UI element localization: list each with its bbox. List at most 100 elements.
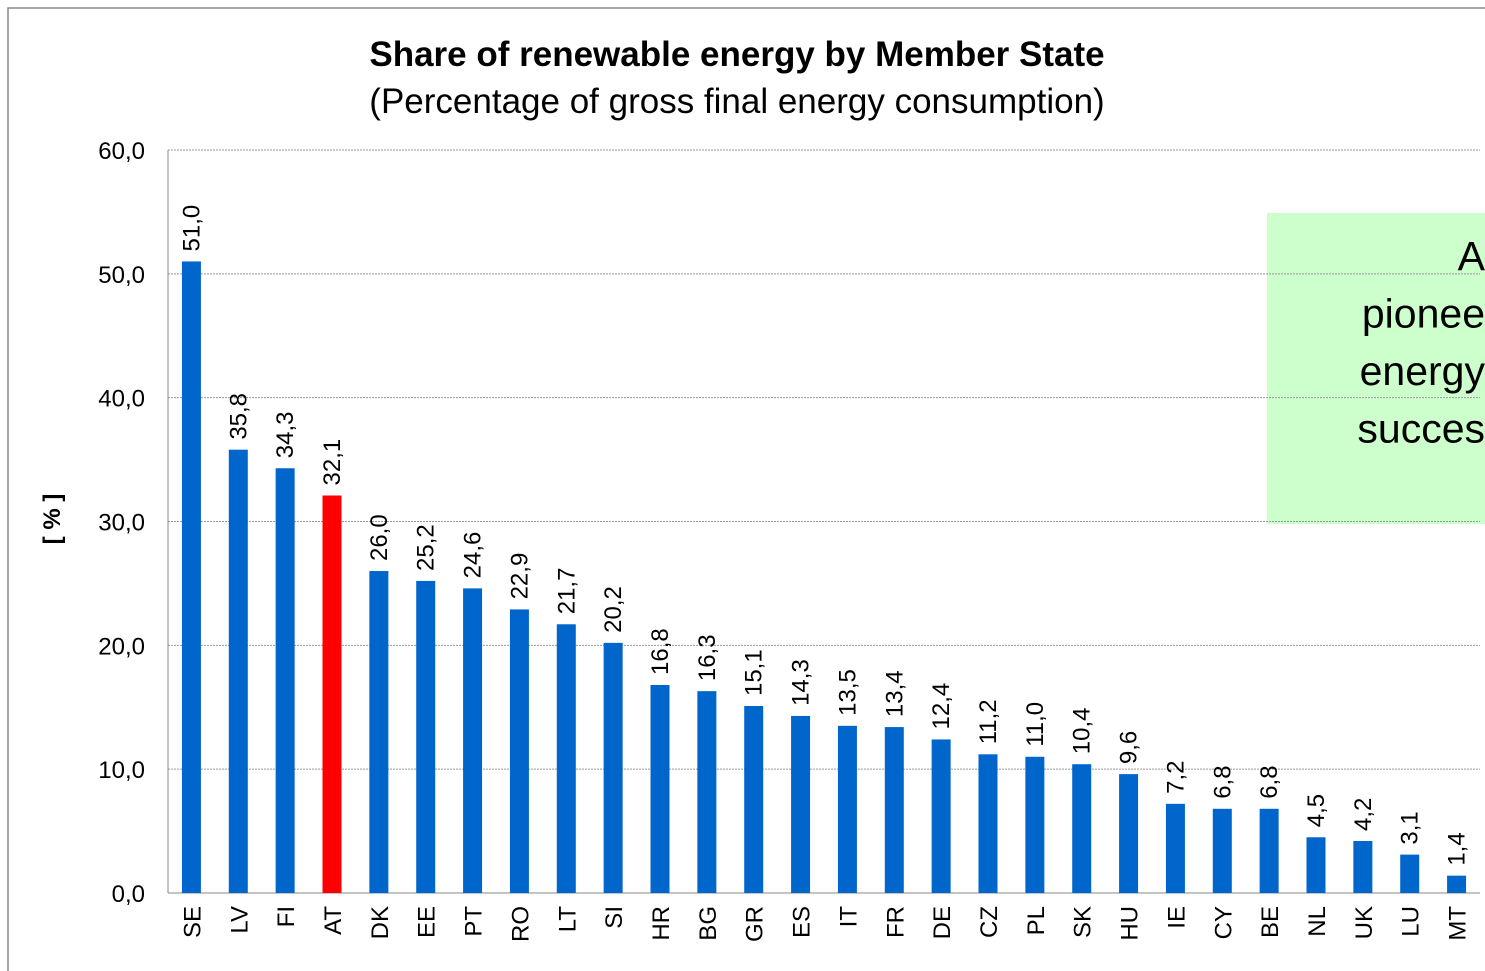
y-tick-label: 60,0 (98, 138, 145, 165)
annotation-text: succes (1357, 406, 1485, 452)
y-tick-label: 20,0 (98, 633, 145, 660)
bar (931, 739, 951, 893)
value-label: 12,4 (928, 683, 955, 730)
x-tick-label: IT (835, 906, 862, 928)
y-axis-label: [ % ] (39, 494, 66, 545)
x-tick-label: MT (1445, 906, 1472, 941)
value-label: 1,4 (1444, 832, 1471, 865)
value-label: 16,8 (647, 628, 674, 675)
value-label: 21,7 (553, 568, 580, 615)
value-label: 34,3 (272, 412, 299, 459)
bar (1165, 803, 1185, 893)
x-tick-label: LU (1398, 906, 1425, 937)
bar (978, 754, 998, 893)
value-label: 13,5 (834, 669, 861, 716)
x-tick-label: FR (882, 906, 909, 938)
chart-subtitle: (Percentage of gross final energy consum… (369, 82, 1104, 121)
value-label: 4,2 (1350, 798, 1377, 831)
bar (1119, 774, 1139, 893)
annotation-text: pionee (1362, 291, 1485, 337)
value-label: 51,0 (178, 205, 205, 252)
value-label: 7,2 (1162, 760, 1189, 793)
value-label: 24,6 (460, 532, 487, 579)
bar (1306, 837, 1326, 893)
y-tick-label: 50,0 (98, 262, 145, 289)
x-tick-label: UK (1351, 906, 1378, 939)
annotation-text: energy (1360, 348, 1485, 394)
bar (1447, 875, 1467, 893)
x-tick-label: SE (179, 906, 206, 938)
x-tick-label: ES (789, 906, 816, 938)
chart-title: Share of renewable energy by Member Stat… (369, 35, 1104, 74)
bar (744, 706, 764, 893)
value-label: 35,8 (225, 393, 252, 440)
bar (1400, 854, 1420, 893)
bar (322, 495, 342, 893)
x-tick-label: SK (1070, 906, 1097, 938)
y-tick-label: 40,0 (98, 386, 145, 413)
bar (697, 691, 717, 893)
value-label: 11,2 (975, 699, 1002, 744)
bar (884, 727, 904, 893)
x-tick-label: HR (648, 906, 675, 941)
bar (181, 261, 201, 893)
value-label: 6,8 (1256, 765, 1283, 798)
annotation-box (1267, 213, 1485, 524)
x-tick-label: BG (695, 906, 722, 941)
value-label: 13,4 (881, 670, 908, 717)
value-label: 4,5 (1303, 794, 1330, 827)
bar (1072, 764, 1092, 893)
y-tick-label: 10,0 (98, 757, 145, 784)
x-tick-label: EE (414, 906, 441, 938)
x-tick-label: CZ (976, 906, 1003, 938)
bar (837, 725, 857, 893)
value-label: 15,1 (741, 649, 768, 696)
y-tick-label: 30,0 (98, 510, 145, 537)
x-tick-label: IE (1163, 906, 1190, 929)
value-label: 3,1 (1397, 811, 1424, 844)
bar (791, 715, 811, 893)
x-tick-label: RO (507, 906, 534, 942)
x-tick-label: PT (461, 906, 488, 937)
bar (650, 684, 670, 893)
x-tick-label: CY (1210, 906, 1237, 939)
bar (369, 571, 389, 893)
bar (509, 609, 529, 893)
value-label: 6,8 (1209, 765, 1236, 798)
bar (1025, 756, 1045, 893)
x-tick-label: SI (601, 906, 628, 929)
x-tick-label: AT (320, 906, 347, 935)
bar (1259, 808, 1279, 893)
bar (1212, 808, 1232, 893)
bar (275, 468, 295, 893)
x-tick-label: LT (554, 906, 581, 933)
x-tick-label: HU (1117, 906, 1144, 941)
bar (416, 580, 436, 893)
x-tick-label: DK (367, 906, 394, 939)
x-tick-label: GR (742, 906, 769, 942)
value-label: 32,1 (319, 439, 346, 486)
value-label: 20,2 (600, 586, 627, 633)
y-tick-label: 0,0 (112, 881, 145, 908)
frame (7, 7, 1485, 971)
x-tick-label: PL (1023, 906, 1050, 935)
value-label: 25,2 (413, 524, 440, 571)
x-tick-label: FI (273, 906, 300, 927)
value-label: 11,0 (1022, 702, 1049, 747)
value-label: 16,3 (694, 634, 721, 681)
value-label: 14,3 (788, 659, 815, 706)
bar (556, 624, 576, 893)
bar (228, 449, 248, 893)
bar (603, 642, 623, 893)
bar (463, 588, 483, 893)
bar (1353, 840, 1373, 893)
value-label: 26,0 (366, 514, 393, 561)
x-tick-label: LV (226, 906, 253, 934)
value-label: 9,6 (1116, 731, 1143, 764)
x-tick-label: BE (1257, 906, 1284, 938)
annotation-text: A (1458, 233, 1485, 279)
value-label: 10,4 (1069, 707, 1096, 754)
x-tick-label: NL (1304, 906, 1331, 937)
value-label: 22,9 (506, 553, 533, 600)
